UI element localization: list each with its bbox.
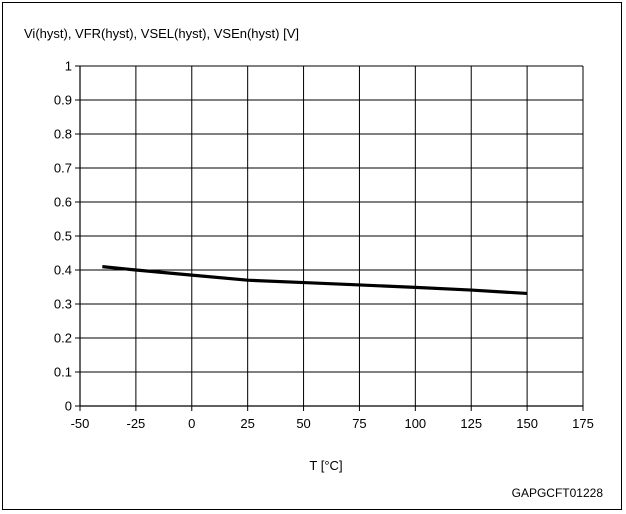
x-tick-label: 50 — [296, 416, 310, 431]
y-tick-label: 0.9 — [54, 93, 72, 108]
y-axis-ticks: 0 0.1 0.2 0.3 0.4 0.5 0.6 0.7 0.8 0.9 1 — [54, 59, 80, 414]
x-tick-label: 75 — [352, 416, 366, 431]
grid — [79, 65, 584, 407]
x-tick-label: 150 — [516, 416, 538, 431]
x-tick-label: 175 — [572, 416, 594, 431]
y-tick-label: 0.4 — [54, 263, 72, 278]
y-tick-label: 0.1 — [54, 365, 72, 380]
figure-frame — [2, 2, 622, 510]
chart-title: Vi(hyst), VFR(hyst), VSEL(hyst), VSEn(hy… — [24, 26, 299, 41]
y-tick-label: 0.2 — [54, 331, 72, 346]
series-line — [102, 265, 528, 296]
figure-code: GAPGCFT01228 — [512, 486, 604, 500]
x-tick-label: -25 — [126, 416, 145, 431]
y-tick-label: 0.8 — [54, 127, 72, 142]
y-tick-label: 1 — [65, 59, 72, 74]
x-axis-ticks: -50 -25 0 25 50 75 100 125 150 175 — [71, 406, 594, 431]
y-tick-label: 0 — [65, 399, 72, 414]
y-tick-label: 0.6 — [54, 195, 72, 210]
y-tick-label: 0.5 — [54, 229, 72, 244]
y-tick-label: 0.7 — [54, 161, 72, 176]
series-layer — [102, 265, 528, 296]
y-tick-label: 0.3 — [54, 297, 72, 312]
x-tick-label: 125 — [460, 416, 482, 431]
x-tick-label: 0 — [188, 416, 195, 431]
x-axis-label: T [°C] — [309, 458, 342, 473]
x-tick-label: 100 — [404, 416, 426, 431]
x-tick-label: 25 — [240, 416, 254, 431]
x-tick-label: -50 — [71, 416, 90, 431]
